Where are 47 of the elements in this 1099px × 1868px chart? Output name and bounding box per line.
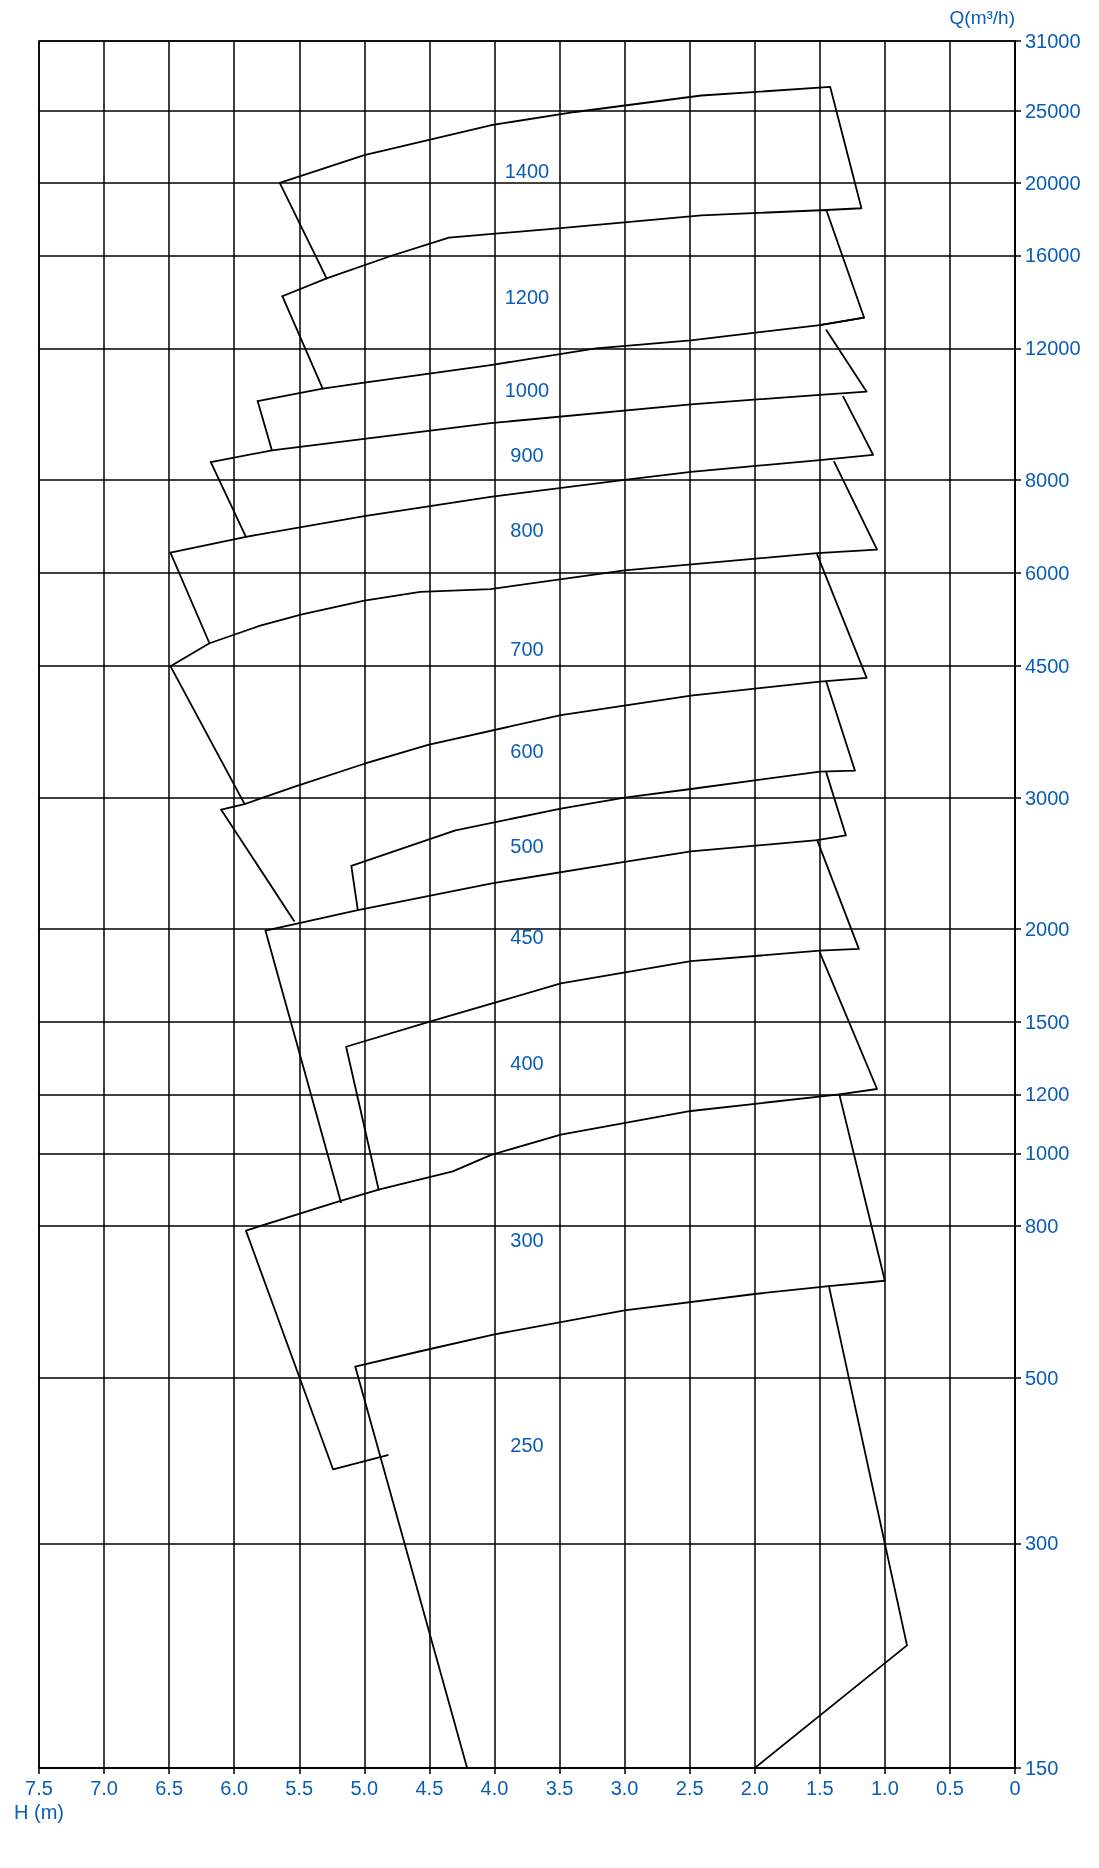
y-tick-label: 150 (1025, 1757, 1059, 1779)
y-tick-label: 500 (1025, 1366, 1059, 1389)
x-tick-label: 6.0 (220, 1777, 249, 1799)
x-tick-label: 3.5 (545, 1777, 574, 1799)
annotation: 250 (510, 1434, 544, 1457)
x-axis-title: H (m) (14, 1801, 64, 1823)
y-tick-label: 3000 (1025, 786, 1070, 809)
annotation: 450 (510, 926, 544, 949)
x-tick-label: 0 (1009, 1777, 1021, 1799)
y-tick-label: 300 (1025, 1532, 1059, 1555)
x-tick-label: 2.5 (675, 1777, 704, 1799)
annotation: 700 (510, 637, 544, 660)
x-tick-label: 0.5 (936, 1777, 964, 1799)
x-tick-label: 1.5 (805, 1777, 834, 1799)
y-tick-label: 1500 (1025, 1011, 1070, 1034)
y-tick-label: 25000 (1025, 99, 1081, 122)
annotation: 1400 (504, 159, 550, 182)
x-tick-label: 4.5 (415, 1777, 444, 1799)
annotation: 800 (510, 518, 544, 541)
y-tick-label: 6000 (1025, 562, 1070, 584)
y-tick-label: 800 (1025, 1214, 1059, 1237)
annotation: 1200 (504, 285, 550, 308)
annotation: 500 (510, 834, 544, 857)
annotation: 1000 (504, 378, 550, 401)
y-tick-label: 4500 (1025, 655, 1070, 678)
x-tick-label: 6.5 (155, 1777, 184, 1799)
y-tick-label: 8000 (1025, 468, 1070, 491)
y-tick-label: 16000 (1025, 244, 1081, 267)
annotation: 600 (510, 739, 544, 762)
x-tick-label: 2.0 (740, 1777, 769, 1799)
annotation: 400 (510, 1052, 544, 1075)
x-tick-label: 1.0 (870, 1777, 899, 1799)
x-tick-label: 7.0 (90, 1777, 118, 1799)
y-tick-label: 20000 (1025, 171, 1081, 194)
annotation: 300 (510, 1228, 544, 1251)
y-tick-label: 2000 (1025, 917, 1070, 940)
x-tick-label: 5.5 (285, 1777, 314, 1799)
y-axis-title: Q(m³/h) (949, 7, 1015, 28)
x-tick-label: 3.0 (610, 1777, 639, 1799)
y-tick-label: 1000 (1025, 1142, 1070, 1165)
y-tick-label: 1200 (1025, 1083, 1070, 1106)
annotation: 900 (510, 444, 544, 467)
y-tick-label: 12000 (1025, 337, 1081, 360)
x-tick-label: 4.0 (480, 1777, 509, 1799)
x-tick-label: 5.0 (350, 1777, 379, 1799)
x-tick-label: 7.5 (25, 1777, 53, 1799)
y-tick-label: 31000 (1025, 30, 1081, 52)
